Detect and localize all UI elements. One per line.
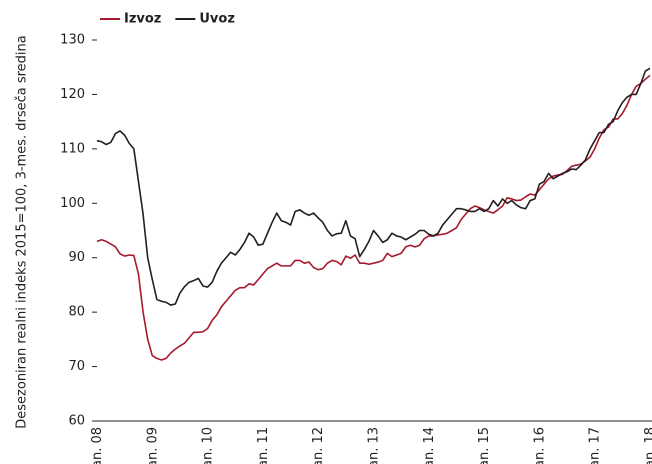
y-axis-label: Desezoniran realni indeks 2015=100, 3-me… [15,35,30,428]
y-tick-label: 90 [68,250,85,265]
x-tick-label: jan. 09 [145,427,160,464]
x-tick-label: jan. 17 [588,427,603,464]
y-tick-label: 110 [60,141,85,156]
legend-label: Izvoz [124,12,161,27]
y-tick-label: 120 [60,87,85,102]
x-tick-label: jan. 08 [90,427,105,464]
x-tick-label: jan. 11 [256,427,271,464]
x-tick-label: jan. 13 [367,427,382,464]
line-series [96,67,651,306]
x-tick-label: jan. 16 [532,427,547,464]
y-tick-label: 80 [68,305,85,320]
x-tick-label: jan. 15 [477,427,492,464]
x-tick-label: jan. 14 [422,427,437,464]
x-tick-label: jan. 10 [201,427,216,464]
legend-label: Uvoz [199,12,235,27]
y-tick-label: 70 [68,359,85,374]
y-tick-label: 100 [60,196,85,211]
x-tick-label: jan. 18 [643,427,652,464]
x-tick-label: jan. 12 [311,427,326,464]
y-tick-label: 130 [60,33,85,48]
line-series [96,74,651,361]
y-tick-label: 60 [68,414,85,429]
